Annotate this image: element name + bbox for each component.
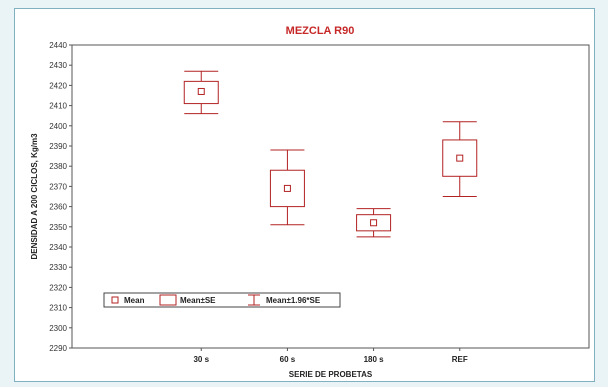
- legend-box: [103, 292, 341, 308]
- y-axis-ticks: 2290 2300 2310 2320 2330 2340 2350 2360 2370 2380…: [49, 41, 72, 353]
- y-tick-label: 2350: [49, 223, 67, 232]
- box-series: [183, 70, 478, 238]
- se-box: [442, 139, 478, 177]
- box-30-s: [183, 70, 219, 115]
- se-box: [356, 214, 392, 232]
- y-tick-label: 2320: [49, 283, 67, 292]
- x-axis-ticks: 30 s 60 s 180 s REF: [193, 348, 468, 364]
- y-tick-label: 2400: [49, 122, 67, 131]
- x-tick-label: 60 s: [280, 355, 296, 364]
- legend-se-label: Mean±SE: [180, 296, 216, 305]
- y-tick-label: 2440: [49, 41, 67, 50]
- legend-ci-marker: [248, 294, 260, 306]
- y-tick-label: 2330: [49, 263, 67, 272]
- y-tick-label: 2430: [49, 61, 67, 70]
- y-tick-label: 2380: [49, 162, 67, 171]
- y-tick-label: 2410: [49, 102, 67, 111]
- box-60-s: [269, 149, 305, 226]
- y-tick-label: 2310: [49, 304, 67, 313]
- y-tick-label: 2390: [49, 142, 67, 151]
- mean-marker: [370, 219, 378, 227]
- y-tick-label: 2340: [49, 243, 67, 252]
- legend-se-marker: [159, 294, 177, 306]
- y-tick-label: 2360: [49, 203, 67, 212]
- legend-ci-label: Mean±1.96*SE: [266, 296, 321, 305]
- x-tick-label: 180 s: [364, 355, 385, 364]
- plot-area: [71, 44, 590, 349]
- mean-marker: [283, 184, 291, 192]
- mean-marker: [456, 154, 464, 162]
- legend: Mean Mean±SE Mean±1.96*SE: [103, 292, 341, 308]
- x-tick-label: REF: [452, 355, 468, 364]
- box-180-s: [356, 208, 392, 238]
- se-box: [269, 169, 305, 208]
- legend-mean-marker: [111, 296, 119, 304]
- x-axis-title: SERIE DE PROBETAS: [289, 370, 373, 379]
- legend-mean-label: Mean: [124, 296, 145, 305]
- x-tick-label: 30 s: [193, 355, 209, 364]
- y-axis-title: DENSIDAD A 200 CICLOS, Kg/m3: [30, 133, 39, 260]
- y-tick-label: 2300: [49, 324, 67, 333]
- y-tick-label: 2370: [49, 182, 67, 191]
- y-tick-label: 2290: [49, 344, 67, 353]
- se-box: [183, 80, 219, 105]
- box-ref: [442, 121, 478, 197]
- mean-marker: [197, 87, 205, 95]
- chart-title: MEZCLA R90: [286, 25, 355, 37]
- y-tick-label: 2420: [49, 81, 67, 90]
